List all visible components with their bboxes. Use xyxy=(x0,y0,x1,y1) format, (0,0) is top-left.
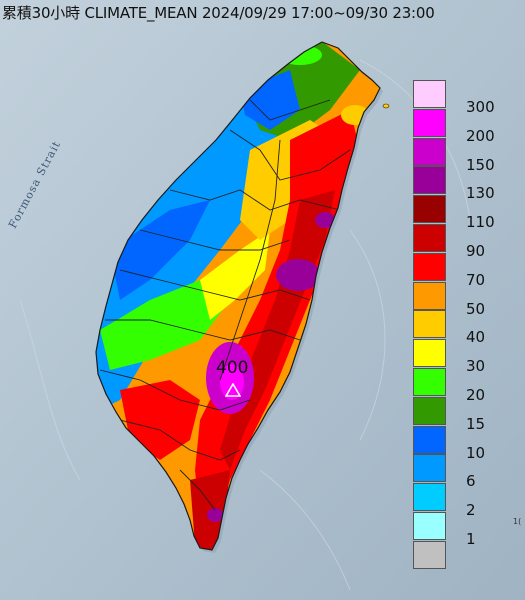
legend-label: 15 xyxy=(466,414,486,433)
legend-label: 90 xyxy=(466,242,486,260)
legend-label: 300 xyxy=(466,98,495,116)
guishan-island xyxy=(382,103,390,109)
zone-yellow-band xyxy=(200,230,270,320)
legend-swatch xyxy=(413,368,446,396)
legend-swatch xyxy=(413,396,446,425)
peak-value-label: 400 xyxy=(216,358,249,378)
zone-green-west xyxy=(100,280,230,370)
county-boundaries xyxy=(99,99,351,511)
legend-label: 1 xyxy=(466,530,476,548)
legend-swatch xyxy=(413,80,446,108)
legend-swatch xyxy=(413,252,446,281)
peak-triangle-icon xyxy=(225,383,241,397)
zone-blue-belt xyxy=(110,200,210,300)
sea-texture xyxy=(19,59,471,591)
legend-label: 150 xyxy=(466,155,495,174)
island-outline xyxy=(95,41,381,551)
legend-swatch xyxy=(413,512,446,540)
legend-label: 10 xyxy=(466,443,486,462)
legend-swatch xyxy=(413,454,446,483)
legend-label: 6 xyxy=(466,472,476,491)
legend-swatch xyxy=(413,166,446,195)
legend-swatch xyxy=(413,224,446,252)
legend-label: 70 xyxy=(466,270,486,289)
zone-purple-east xyxy=(276,259,320,291)
legend-label: 2 xyxy=(466,501,476,520)
zone-purple-ne xyxy=(315,212,335,228)
legend-label: 130 xyxy=(466,184,495,203)
legend-swatch xyxy=(413,339,446,368)
map-title: 累積30小時 CLIMATE_MEAN 2024/09/29 17:00~09/… xyxy=(2,4,435,22)
legend-label: 200 xyxy=(466,126,495,145)
legend-label: 50 xyxy=(466,299,486,318)
zone-purple-south xyxy=(207,508,223,522)
legend-label: 20 xyxy=(466,386,486,404)
legend-label: 40 xyxy=(466,328,486,347)
legend-swatch xyxy=(413,483,446,512)
legend-swatch xyxy=(413,540,446,569)
legend-swatch xyxy=(413,195,446,224)
legend-label: 30 xyxy=(466,357,486,376)
legend-swatch xyxy=(413,108,446,137)
legend-swatch xyxy=(413,281,446,310)
legend-swatch xyxy=(413,137,446,166)
legend-swatch xyxy=(413,425,446,454)
legend-label: 110 xyxy=(466,213,495,232)
rainfall-legend: 300 200 150 130 110 90 70 50 40 30 20 15 10 6 2 1 xyxy=(413,80,513,570)
legend-swatch xyxy=(413,310,446,339)
corner-text: 1( xyxy=(513,517,522,526)
